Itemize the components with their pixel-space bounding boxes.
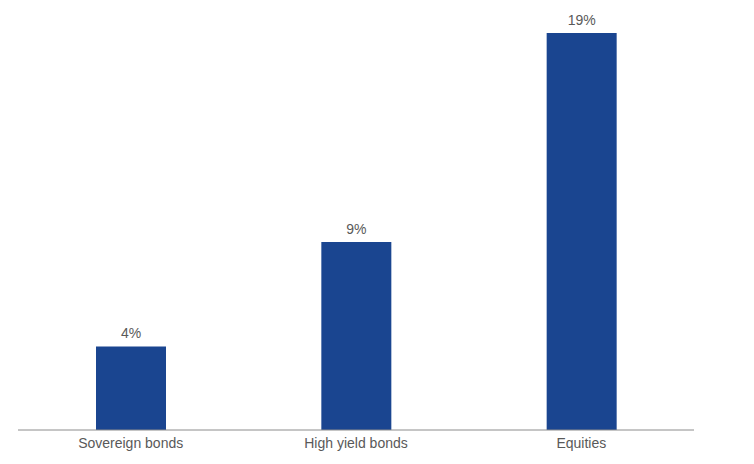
svg-text:9%: 9% (346, 221, 366, 237)
svg-text:4%: 4% (121, 325, 141, 341)
svg-text:Sovereign bonds: Sovereign bonds (78, 435, 183, 451)
svg-text:19%: 19% (568, 12, 596, 28)
svg-text:Equities: Equities (556, 435, 606, 451)
svg-text:High yield bonds: High yield bonds (304, 435, 408, 451)
